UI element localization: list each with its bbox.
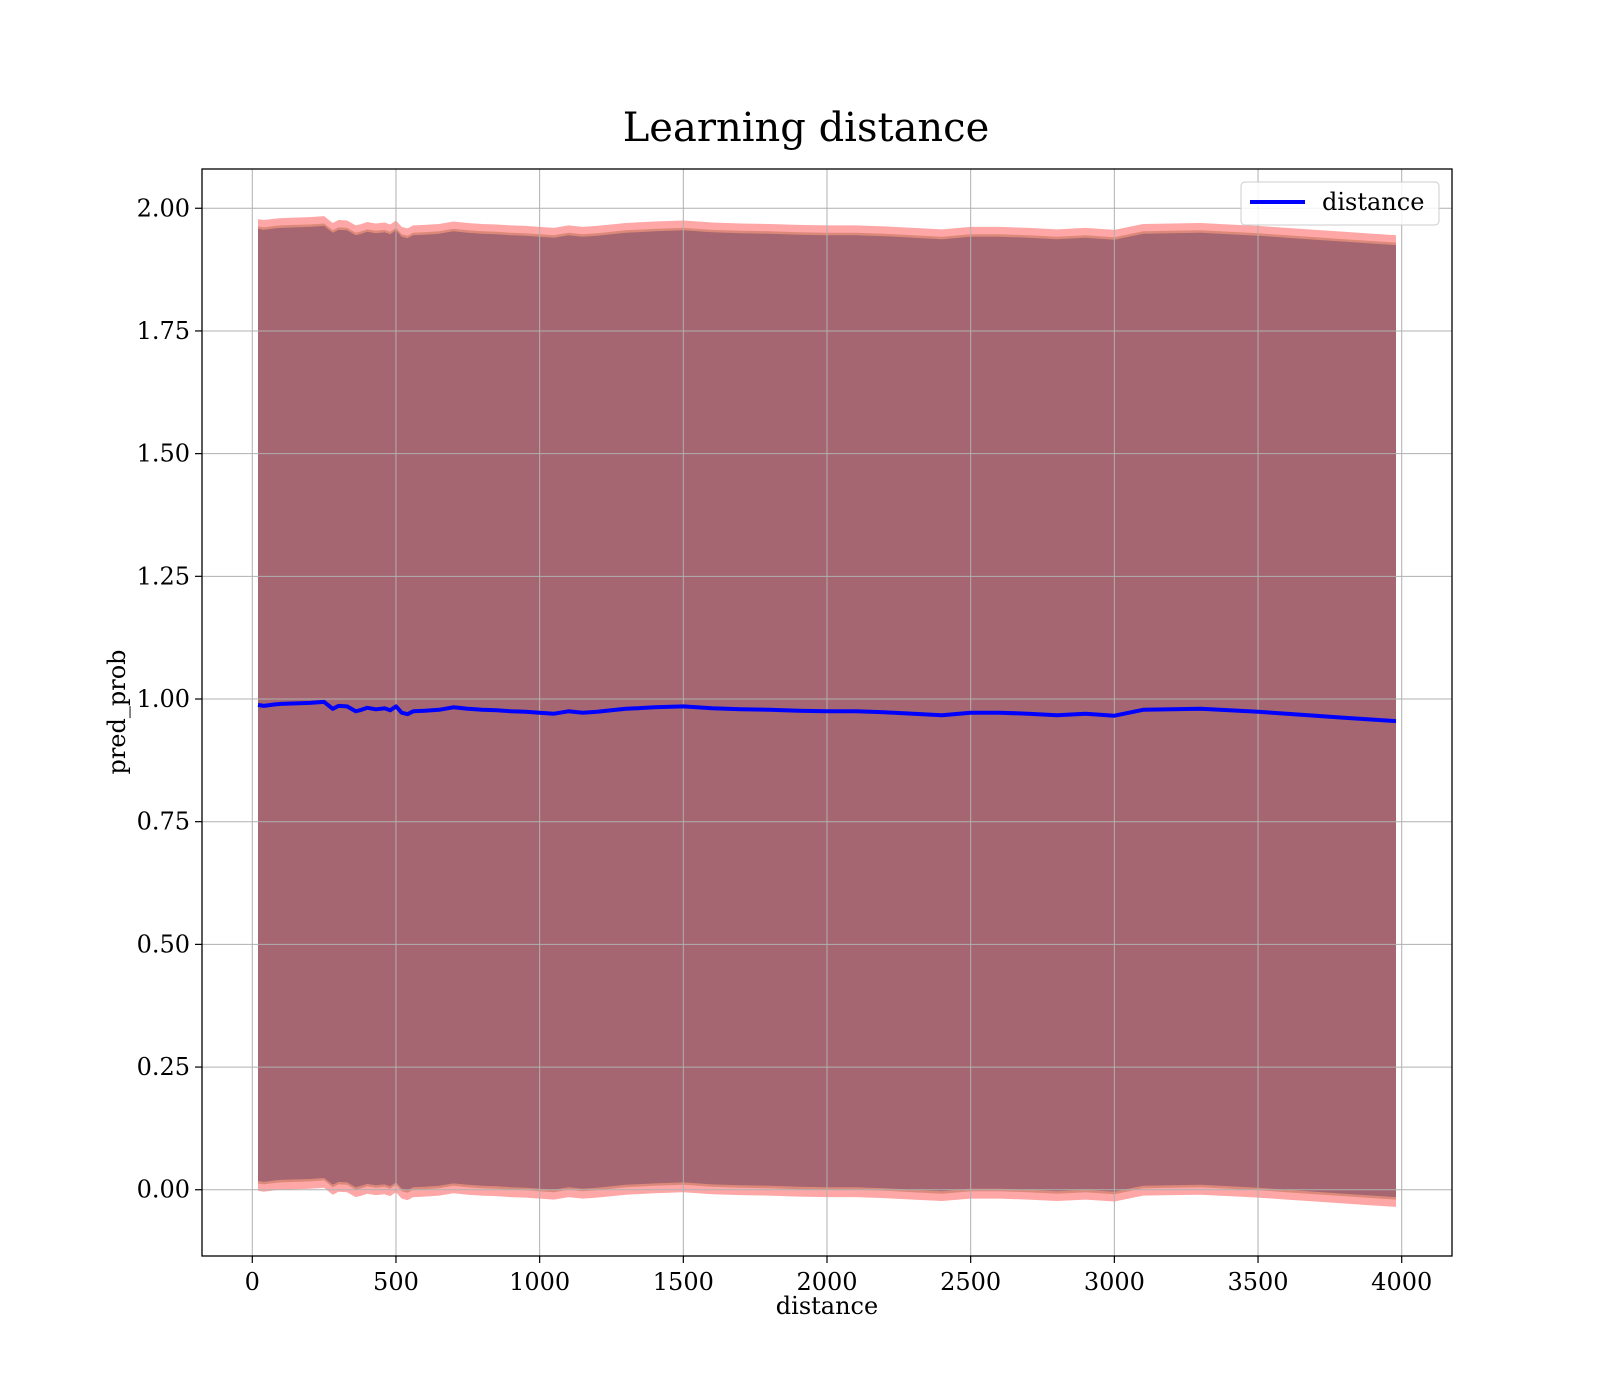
y-axis-ticks: 0.00 0.25 0.50 0.75 1.00 1.25 1.50 1.75 2.00 bbox=[137, 194, 202, 1204]
legend-label-distance: distance bbox=[1322, 188, 1424, 216]
legend: distance bbox=[1240, 181, 1440, 226]
y-tick-label: 1.50 bbox=[137, 440, 190, 468]
y-tick-label: 0.25 bbox=[137, 1053, 190, 1081]
x-tick-label: 4000 bbox=[1371, 1268, 1432, 1296]
x-tick-label: 500 bbox=[373, 1268, 419, 1296]
x-tick-label: 3500 bbox=[1227, 1268, 1288, 1296]
x-axis-label: distance bbox=[776, 1292, 878, 1320]
x-tick-label: 1000 bbox=[509, 1268, 570, 1296]
x-axis-ticks: 0 500 1000 1500 2000 2500 3000 3500 4000 bbox=[245, 1256, 1432, 1296]
series-lines bbox=[257, 699, 1397, 724]
y-tick-label: 2.00 bbox=[137, 194, 190, 222]
x-tick-label: 3000 bbox=[1084, 1268, 1145, 1296]
series-line-distance bbox=[257, 699, 1397, 724]
x-tick-label: 2500 bbox=[940, 1268, 1001, 1296]
legend-box bbox=[1240, 181, 1440, 226]
x-tick-label: 0 bbox=[245, 1268, 260, 1296]
x-tick-label: 2000 bbox=[796, 1268, 857, 1296]
y-tick-label: 0.00 bbox=[137, 1176, 190, 1204]
y-axis-label: pred_prob bbox=[103, 649, 131, 774]
y-tick-label: 0.50 bbox=[137, 930, 190, 958]
y-tick-label: 1.75 bbox=[137, 317, 190, 345]
plot-area bbox=[201, 168, 1453, 1257]
y-tick-label: 1.00 bbox=[137, 685, 190, 713]
chart-title: Learning distance bbox=[623, 105, 990, 151]
y-tick-label: 1.25 bbox=[137, 562, 190, 590]
y-tick-label: 0.75 bbox=[137, 808, 190, 836]
x-tick-label: 1500 bbox=[653, 1268, 714, 1296]
